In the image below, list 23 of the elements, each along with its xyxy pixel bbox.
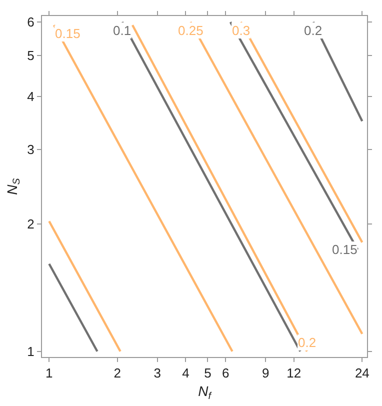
- series-label: 0.1: [113, 23, 132, 38]
- x-tick-label: 12: [286, 366, 302, 381]
- y-tick-label: 2: [27, 216, 34, 232]
- series-label: 0.2: [304, 23, 322, 38]
- x-tick-label: 5: [204, 366, 212, 381]
- series-label: 0.15: [55, 26, 80, 41]
- x-tick-label: 6: [222, 366, 230, 381]
- series-label: 0.25: [178, 23, 204, 38]
- y-tick-label: 6: [27, 14, 34, 30]
- y-tick-label: 4: [27, 89, 34, 104]
- series-label: 0.15: [332, 242, 358, 257]
- x-axis-title: N$_{f}$: [198, 382, 212, 402]
- x-tick-label: 1: [46, 366, 53, 381]
- x-tick-label: 9: [262, 366, 270, 381]
- series-label: 0.3: [232, 23, 250, 38]
- y-tick-label: 1: [27, 344, 34, 359]
- x-tick-label: 2: [114, 366, 122, 381]
- x-tick-label: 3: [154, 366, 161, 381]
- series-label: 0.2: [298, 335, 316, 350]
- y-tick-label: 5: [27, 48, 34, 64]
- y-tick-label: 3: [27, 142, 34, 157]
- x-tick-label: 24: [354, 366, 370, 381]
- x-tick-label: 4: [182, 366, 190, 381]
